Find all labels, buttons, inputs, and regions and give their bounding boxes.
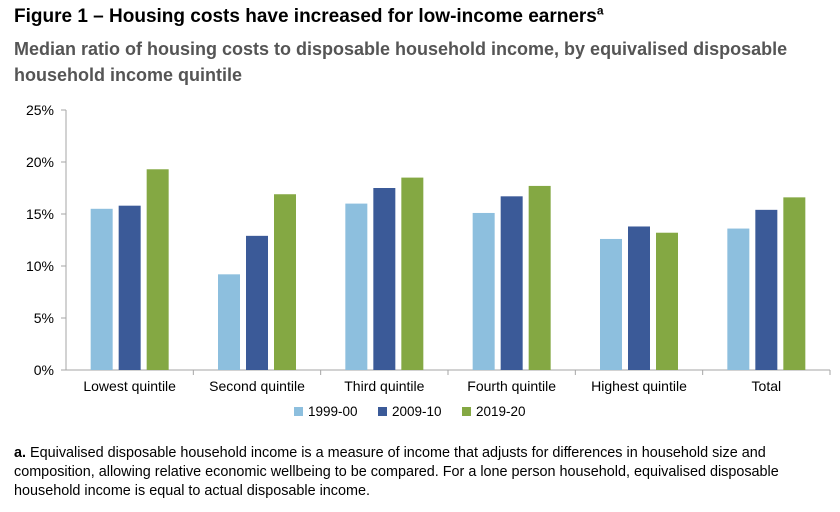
bar-2009-10-highest-quintile xyxy=(628,226,650,370)
x-tick-label: Total xyxy=(752,378,782,394)
bar-2019-20-third-quintile xyxy=(401,177,424,370)
bar-2019-20-fourth-quintile xyxy=(528,185,551,370)
y-tick-label: 25% xyxy=(26,102,54,118)
figure-title-text: Figure 1 – Housing costs have increased … xyxy=(14,6,597,27)
x-tick-label: Second quintile xyxy=(209,378,305,394)
legend-swatch xyxy=(378,407,387,416)
bar-2019-20-highest-quintile xyxy=(656,232,678,370)
figure-title: Figure 1 – Housing costs have increased … xyxy=(14,3,604,28)
x-tick-label: Highest quintile xyxy=(591,378,687,394)
x-tick-label: Fourth quintile xyxy=(467,378,556,394)
legend-label: 2019-20 xyxy=(476,404,526,419)
bar-2019-20-total xyxy=(783,197,806,370)
bar-chart: 0% 5% 10% 15% 20% 25% Lowest quintile Second qu… xyxy=(26,102,831,419)
y-tick-label: 15% xyxy=(26,206,54,222)
legend-swatch xyxy=(462,407,471,416)
y-tick-label: 20% xyxy=(26,154,54,170)
x-tick-label: Third quintile xyxy=(344,378,424,394)
footnote-ref: a xyxy=(596,3,604,18)
y-tick-label: 10% xyxy=(26,258,54,274)
bar-1999-00-third-quintile xyxy=(345,203,368,370)
bar-1999-00-lowest-quintile xyxy=(90,208,113,370)
bar-2009-10-total xyxy=(755,209,778,370)
bar-2009-10-second-quintile xyxy=(246,235,268,370)
bar-1999-00-highest-quintile xyxy=(600,238,622,370)
bar-1999-00-second-quintile xyxy=(218,274,240,370)
footnote-text: Equivalised disposable household income … xyxy=(14,445,779,499)
figure-subtitle: Median ratio of housing costs to disposa… xyxy=(14,39,788,85)
y-tick-label: 5% xyxy=(34,310,54,326)
footnote: a. Equivalised disposable household inco… xyxy=(14,444,829,501)
x-tick-label: Lowest quintile xyxy=(83,378,176,394)
legend-swatch xyxy=(294,407,303,416)
bar-2009-10-fourth-quintile xyxy=(500,196,523,370)
footnote-marker: a. xyxy=(14,445,27,461)
bar-2009-10-lowest-quintile xyxy=(118,205,141,370)
bar-1999-00-total xyxy=(727,228,750,370)
y-tick-label: 0% xyxy=(34,362,54,378)
legend-label: 2009-10 xyxy=(392,404,442,419)
bar-1999-00-fourth-quintile xyxy=(472,212,495,370)
bar-2019-20-second-quintile xyxy=(274,194,296,370)
bar-2019-20-lowest-quintile xyxy=(146,169,169,370)
legend-label: 1999-00 xyxy=(308,404,358,419)
bar-2009-10-third-quintile xyxy=(373,188,396,370)
